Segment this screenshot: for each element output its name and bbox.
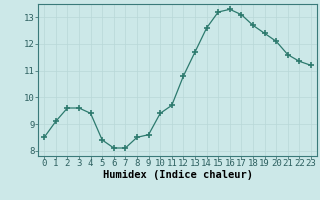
X-axis label: Humidex (Indice chaleur): Humidex (Indice chaleur) (103, 170, 252, 180)
